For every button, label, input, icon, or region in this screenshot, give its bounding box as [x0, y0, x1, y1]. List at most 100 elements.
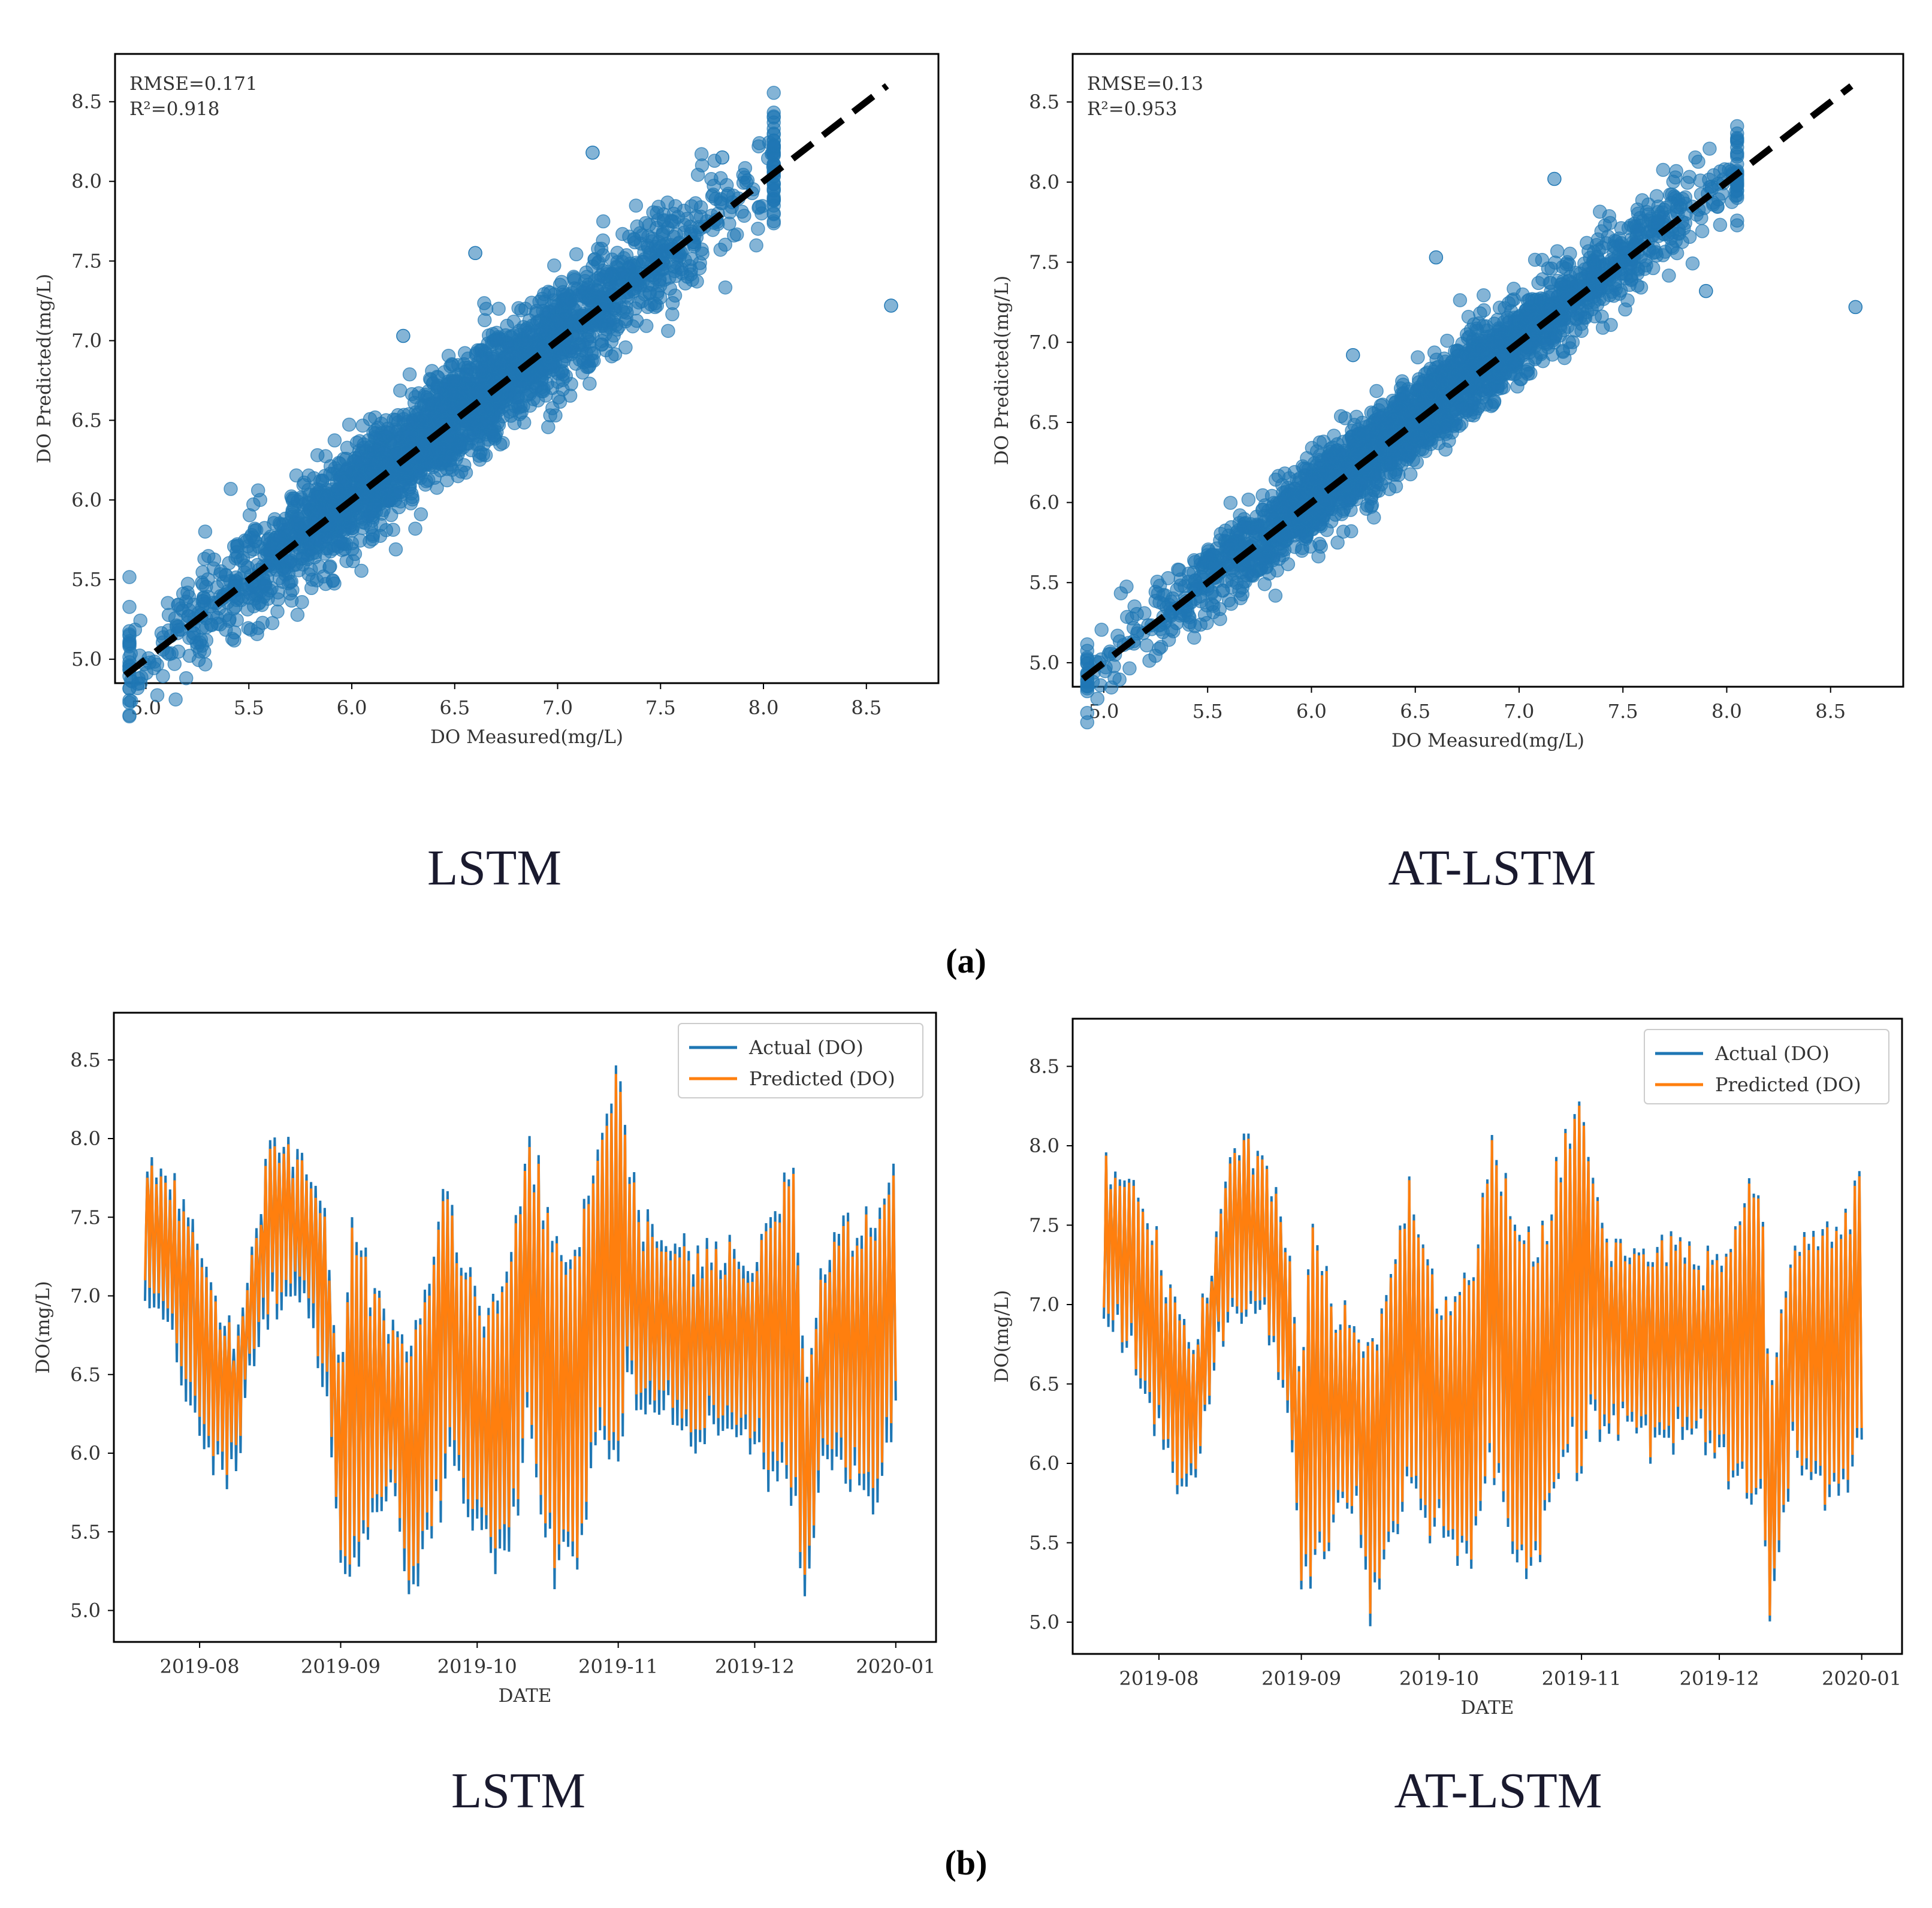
- data-point: [688, 196, 703, 210]
- data-point: [345, 542, 360, 557]
- data-point: [727, 228, 741, 243]
- data-point: [404, 486, 419, 501]
- data-point: [1312, 536, 1327, 551]
- data-point: [1278, 466, 1292, 481]
- data-point: [1453, 293, 1468, 307]
- y-axis-label: DO Predicted(mg/L): [991, 276, 1013, 465]
- data-point: [594, 334, 609, 348]
- x-tick-label: 7.0: [542, 696, 573, 719]
- data-point: [1090, 692, 1105, 706]
- data-point: [122, 570, 137, 584]
- data-point: [556, 285, 570, 300]
- data-point: [404, 387, 419, 401]
- data-point: [596, 233, 610, 248]
- data-point: [674, 262, 689, 276]
- data-point: [618, 340, 633, 355]
- data-point: [507, 416, 522, 430]
- data-point: [464, 416, 479, 431]
- data-point: [1730, 147, 1744, 162]
- data-point: [304, 581, 319, 596]
- data-point: [198, 657, 213, 672]
- data-point: [386, 523, 400, 537]
- data-point: [621, 290, 636, 305]
- data-point: [393, 383, 407, 398]
- data-point: [122, 709, 137, 724]
- data-point: [766, 181, 781, 196]
- scatter-chart-lstm: 5.0 5.5 6.0 6.5 7.0 7.5 8.0 8.55.05.56.06.57.07…: [34, 53, 940, 748]
- data-point: [283, 586, 297, 601]
- data-point: [128, 623, 143, 637]
- data-point: [168, 692, 183, 707]
- data-point: [1656, 162, 1671, 177]
- data-point: [323, 459, 338, 473]
- data-point: [402, 367, 417, 382]
- data-point: [582, 376, 597, 391]
- data-point: [206, 561, 221, 576]
- data-point: [250, 627, 264, 641]
- data-point: [180, 576, 195, 591]
- data-point: [1487, 394, 1502, 408]
- data-point: [720, 188, 735, 203]
- data-point: [450, 441, 464, 455]
- x-tick-label: 8.0: [1711, 700, 1742, 723]
- x-tick-label: 7.5: [1608, 700, 1638, 723]
- y-tick-label: 7.5: [1029, 251, 1059, 274]
- data-point: [615, 227, 630, 241]
- data-point: [476, 437, 491, 452]
- data-point: [1213, 527, 1228, 541]
- data-point: [539, 322, 554, 337]
- data-point: [751, 221, 765, 236]
- data-point: [154, 626, 169, 641]
- x-tick-label: 8.5: [851, 696, 882, 719]
- y-tick-label: 7.5: [71, 250, 102, 273]
- x-axis-label: DO Measured(mg/L): [1391, 730, 1584, 751]
- data-point: [408, 521, 422, 536]
- data-point: [1391, 467, 1406, 482]
- data-point: [543, 285, 557, 300]
- x-axis-label: DO Measured(mg/L): [430, 726, 623, 748]
- data-point: [569, 247, 584, 262]
- data-point: [382, 493, 397, 508]
- y-tick-label: 6.5: [1029, 411, 1059, 434]
- data-point: [645, 231, 660, 246]
- data-point: [1604, 318, 1618, 332]
- data-point: [486, 428, 501, 443]
- data-point: [1510, 379, 1525, 394]
- data-point: [425, 376, 440, 391]
- y-tick-label: 7.0: [1029, 331, 1059, 354]
- data-point: [1461, 310, 1476, 324]
- x-tick-label: 5.5: [1193, 700, 1223, 723]
- data-point: [440, 473, 454, 488]
- data-point: [270, 530, 285, 544]
- data-point: [224, 482, 238, 496]
- data-point: [458, 465, 473, 480]
- data-point: [606, 328, 621, 343]
- rmse-annotation: RMSE=0.171: [129, 73, 258, 95]
- data-point: [739, 175, 754, 190]
- data-point: [1607, 288, 1621, 303]
- data-point: [267, 512, 282, 527]
- data-point: [1685, 256, 1700, 271]
- data-point: [413, 507, 428, 521]
- data-point: [352, 449, 366, 463]
- data-point: [1663, 188, 1677, 202]
- data-point: [766, 110, 781, 125]
- data-point: [436, 440, 451, 455]
- data-point: [124, 694, 138, 708]
- data-point: [551, 319, 566, 334]
- x-tick-label: 8.5: [1815, 700, 1846, 723]
- data-point: [657, 243, 672, 258]
- identity-line: [123, 83, 889, 678]
- data-point: [1614, 221, 1629, 236]
- data-point: [1233, 591, 1248, 605]
- data-point: [161, 596, 175, 610]
- scatter-chart-atlstm: 5.0 5.5 6.0 6.5 7.0 7.5 8.0 8.55.05.56.06.57.07…: [991, 53, 1904, 751]
- x-tick-label: 7.5: [645, 696, 676, 719]
- data-point: [472, 452, 487, 467]
- data-point: [1403, 467, 1418, 482]
- y-tick-label: 8.5: [1029, 90, 1059, 113]
- data-point: [530, 393, 545, 407]
- data-point: [581, 280, 595, 295]
- data-point: [430, 481, 444, 495]
- data-point: [1702, 141, 1717, 156]
